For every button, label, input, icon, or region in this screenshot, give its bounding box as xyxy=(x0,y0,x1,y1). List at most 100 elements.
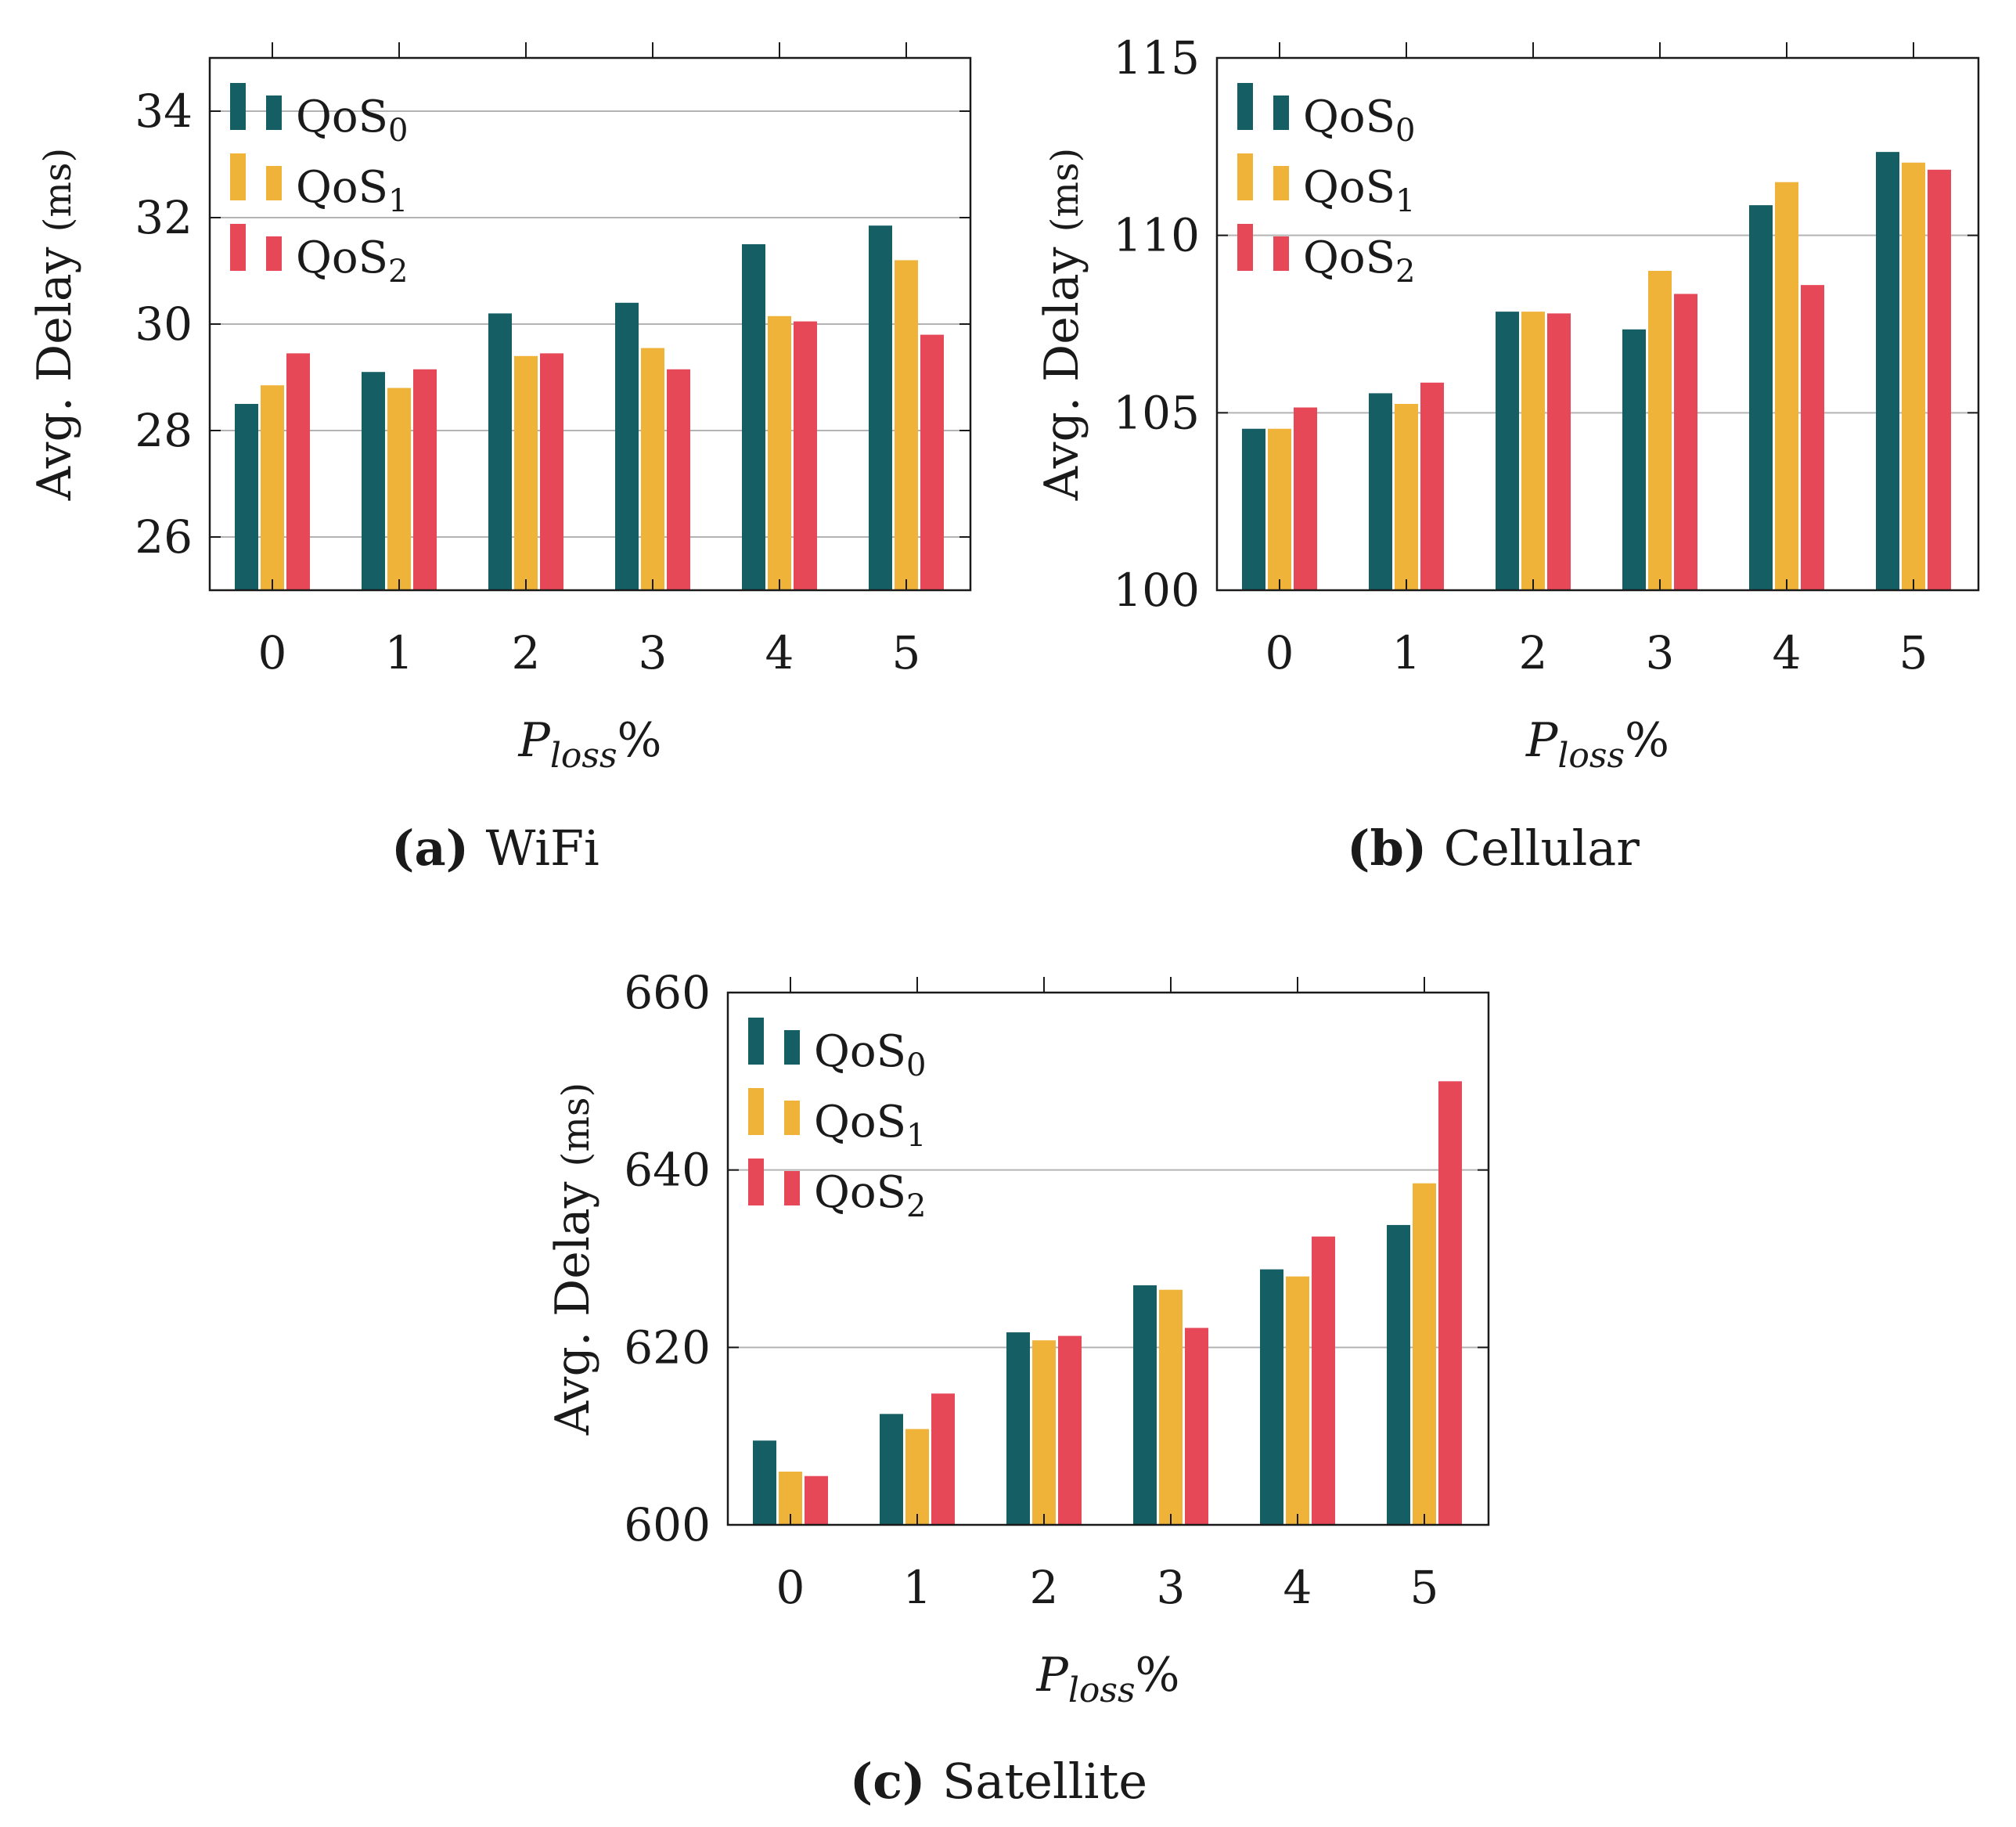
legend-label-qos0: QoS0 xyxy=(296,92,408,149)
x-tick-label: 3 xyxy=(1646,626,1675,679)
legend-label-qos1: QoS1 xyxy=(814,1097,926,1154)
y-axis-label: Avg. Delay (ms) xyxy=(1035,148,1089,502)
bar-qos1-5 xyxy=(1413,1183,1436,1525)
x-tick-label: 0 xyxy=(1265,626,1294,679)
chart-panel-cellular: 0 1 2 3 4 5 100 105 110 115 Ploss% Avg. Delay (ms) Q… xyxy=(1035,31,1980,877)
plot-frame xyxy=(1215,56,1980,592)
y-axis-label: Avg. Delay (ms) xyxy=(27,148,82,502)
x-axis-label: Ploss% xyxy=(517,713,661,776)
legend-swatch-qos2 xyxy=(748,1159,764,1205)
bar-qos1-2 xyxy=(1521,312,1545,590)
legend: QoS0 QoS1 QoS2 xyxy=(230,83,408,290)
legend-label-qos0: QoS0 xyxy=(814,1026,926,1083)
legend-swatch-qos0 xyxy=(784,1030,800,1065)
y-tick-label: 115 xyxy=(1113,31,1200,85)
x-tick-label: 4 xyxy=(1283,1561,1312,1614)
legend-swatch-qos1 xyxy=(748,1088,764,1135)
y-tick-label: 105 xyxy=(1113,386,1200,439)
bar-qos2-5 xyxy=(1438,1081,1462,1525)
bar-qos2-2 xyxy=(1547,313,1571,590)
x-tick-label: 5 xyxy=(892,626,921,679)
legend-swatch-qos1 xyxy=(784,1101,800,1135)
plot-frame xyxy=(726,991,1490,1526)
bar-qos1-3 xyxy=(1159,1289,1183,1525)
bar-qos2-1 xyxy=(413,369,437,590)
x-tick-label: 5 xyxy=(1410,1561,1439,1614)
y-tick-label: 110 xyxy=(1113,209,1200,262)
x-tick-label: 4 xyxy=(765,626,794,679)
legend-label-qos0: QoS0 xyxy=(1303,92,1415,149)
legend: QoS0 QoS1 QoS2 xyxy=(1237,83,1415,290)
bar-qos1-0 xyxy=(261,385,284,590)
legend-swatch-qos0 xyxy=(1273,95,1289,130)
bar-qos0-5 xyxy=(1876,152,1899,591)
x-tick-label: 0 xyxy=(776,1561,805,1614)
bar-qos2-4 xyxy=(1801,285,1824,590)
legend-swatch-qos2 xyxy=(784,1171,800,1205)
bar-qos0-5 xyxy=(869,225,892,590)
bar-qos2-3 xyxy=(1185,1328,1208,1525)
y-tick-label: 34 xyxy=(135,85,193,138)
legend-swatch-qos1 xyxy=(266,166,282,200)
bar-qos0-2 xyxy=(1006,1332,1030,1525)
bar-qos0-3 xyxy=(1622,329,1646,590)
legend-swatch-qos2 xyxy=(230,224,246,271)
x-tick-label: 2 xyxy=(512,626,541,679)
bar-qos1-5 xyxy=(895,260,918,590)
legend-label-qos2: QoS2 xyxy=(296,232,408,290)
bar-qos0-4 xyxy=(742,244,765,590)
bar-qos0-1 xyxy=(880,1414,903,1525)
bar-qos1-1 xyxy=(387,387,411,590)
legend: QoS0 QoS1 QoS2 xyxy=(748,1018,926,1224)
bar-qos0-1 xyxy=(1369,393,1392,590)
bar-qos2-1 xyxy=(931,1393,955,1525)
panel-caption: (c) Satellite xyxy=(850,1753,1147,1810)
bar-qos0-0 xyxy=(753,1440,776,1525)
bar-qos2-3 xyxy=(1674,294,1697,590)
y-tick-label: 600 xyxy=(624,1498,711,1551)
bar-qos0-4 xyxy=(1749,205,1773,590)
legend-label-qos1: QoS1 xyxy=(296,162,408,219)
bar-qos0-3 xyxy=(615,302,639,590)
bar-qos0-4 xyxy=(1260,1269,1283,1525)
y-tick-label: 30 xyxy=(135,297,193,351)
panel-caption: (a) WiFi xyxy=(391,820,599,877)
legend-swatch-qos1 xyxy=(1237,153,1253,200)
y-tick-label: 32 xyxy=(135,191,193,244)
bar-qos0-2 xyxy=(488,313,512,590)
bar-qos1-2 xyxy=(1032,1340,1056,1525)
bar-qos0-0 xyxy=(1242,428,1265,590)
bar-qos2-0 xyxy=(805,1476,828,1525)
bar-qos2-4 xyxy=(1312,1236,1335,1525)
legend-swatch-qos1 xyxy=(1273,166,1289,200)
x-tick-label: 1 xyxy=(385,626,414,679)
legend-swatch-qos0 xyxy=(230,83,246,130)
legend-swatch-qos0 xyxy=(1237,83,1253,130)
x-axis-label: Ploss% xyxy=(1035,1648,1179,1710)
x-tick-label: 2 xyxy=(1030,1561,1059,1614)
y-tick-label: 26 xyxy=(135,510,193,564)
bar-qos2-4 xyxy=(794,321,817,590)
x-axis-label: Ploss% xyxy=(1525,713,1669,776)
panel-caption: (b) Cellular xyxy=(1347,820,1640,877)
bar-qos0-5 xyxy=(1387,1224,1410,1525)
bar-qos0-1 xyxy=(362,372,385,590)
x-tick-label: 3 xyxy=(1157,1561,1186,1614)
y-tick-label: 28 xyxy=(135,404,193,457)
bar-qos2-0 xyxy=(286,353,310,590)
bar-qos0-0 xyxy=(235,404,258,590)
bar-qos2-3 xyxy=(667,369,690,590)
y-axis-label: Avg. Delay (ms) xyxy=(545,1083,600,1436)
bar-qos2-5 xyxy=(1928,169,1951,591)
bar-qos2-2 xyxy=(1058,1335,1082,1525)
y-tick-label: 620 xyxy=(624,1321,711,1374)
bar-qos2-2 xyxy=(540,353,563,590)
bar-qos1-5 xyxy=(1902,162,1925,590)
y-tick-label: 100 xyxy=(1113,564,1200,617)
y-tick-label: 640 xyxy=(624,1144,711,1197)
legend-swatch-qos0 xyxy=(748,1018,764,1065)
legend-label-qos2: QoS2 xyxy=(814,1167,926,1224)
x-tick-label: 5 xyxy=(1899,626,1928,679)
bar-qos1-3 xyxy=(1648,271,1672,590)
